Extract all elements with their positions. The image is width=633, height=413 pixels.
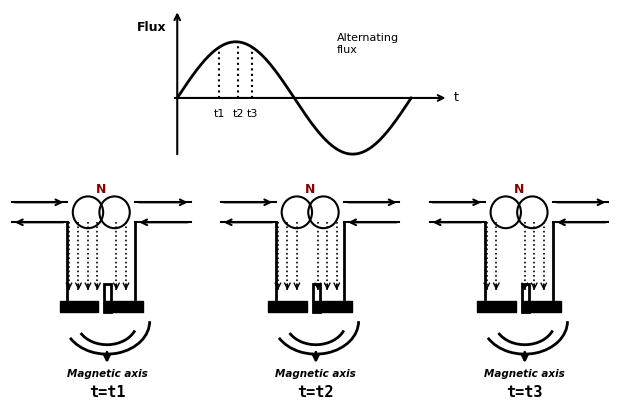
Text: Alternating
flux: Alternating flux bbox=[337, 33, 399, 55]
Text: t=t1: t=t1 bbox=[89, 385, 125, 400]
Text: Magnetic axis: Magnetic axis bbox=[66, 369, 147, 380]
Text: Magnetic axis: Magnetic axis bbox=[484, 369, 565, 380]
Text: t2: t2 bbox=[232, 109, 244, 119]
Text: t1: t1 bbox=[214, 109, 225, 119]
Text: t: t bbox=[454, 91, 459, 104]
Bar bbox=[522, 283, 529, 312]
Text: Magnetic axis: Magnetic axis bbox=[275, 369, 356, 380]
Bar bbox=[313, 283, 320, 312]
Text: t=t3: t=t3 bbox=[506, 385, 543, 400]
Text: t=t2: t=t2 bbox=[298, 385, 334, 400]
Text: Flux: Flux bbox=[137, 21, 166, 34]
Text: N: N bbox=[96, 183, 106, 197]
Text: t3: t3 bbox=[246, 109, 258, 119]
Bar bbox=[104, 283, 111, 312]
Text: N: N bbox=[514, 183, 524, 197]
Text: N: N bbox=[305, 183, 315, 197]
